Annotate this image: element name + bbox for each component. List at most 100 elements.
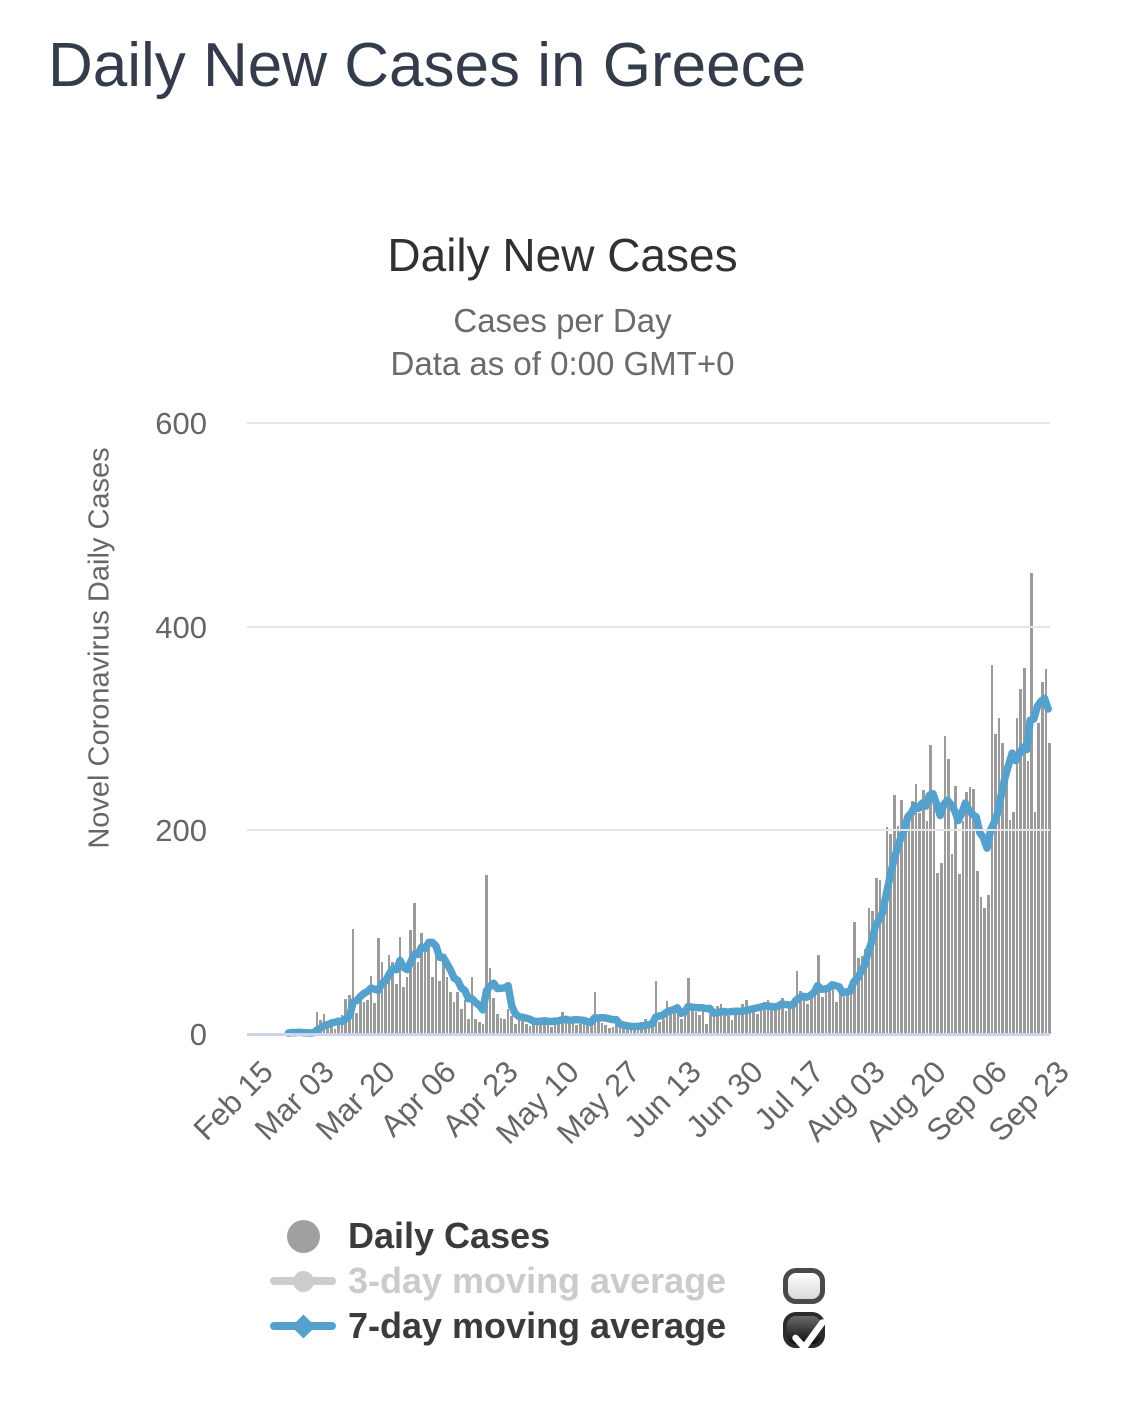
bar [445, 976, 449, 1034]
bar [499, 1017, 503, 1034]
bar [676, 1010, 680, 1034]
x-axis-line [247, 1033, 1050, 1036]
legend-label-3day-average: 3-day moving average [348, 1260, 727, 1301]
bar [1015, 718, 1019, 1034]
bar [485, 875, 488, 1034]
checkbox-7day-average[interactable] [783, 1312, 826, 1351]
bar [893, 794, 896, 1034]
bar [976, 871, 979, 1034]
bar [514, 1023, 517, 1034]
bar [535, 1018, 539, 1034]
bar [423, 946, 427, 1034]
bar [683, 1015, 687, 1034]
bar [488, 967, 492, 1034]
bar [633, 1029, 636, 1034]
legend-item-3day-average[interactable]: 3-day moving average [270, 1259, 726, 1303]
bar [820, 997, 824, 1034]
bar [882, 905, 885, 1034]
bar [391, 961, 394, 1034]
bar [351, 929, 355, 1034]
y-axis-title: Novel Coronavirus Daily Cases [83, 447, 116, 849]
daily-cases-marker-icon [270, 1219, 336, 1253]
bar [434, 955, 438, 1034]
daily-cases-bars [247, 423, 1051, 1034]
bar [1048, 742, 1051, 1034]
bar [441, 961, 445, 1034]
plot-area[interactable] [247, 423, 1052, 1037]
checkbox-3day-average[interactable] [783, 1268, 825, 1304]
bar [1041, 681, 1044, 1034]
y-tick-label: 0 [189, 1017, 207, 1052]
bar [550, 1026, 553, 1034]
checkmark-icon [792, 1319, 826, 1351]
bar [521, 1018, 524, 1034]
bar [705, 1023, 708, 1034]
bar [716, 1005, 719, 1034]
gridline [247, 625, 1050, 628]
bar [568, 1023, 571, 1034]
bar [1001, 742, 1004, 1034]
chart-subtitle: Cases per Day [453, 302, 672, 339]
bar [940, 862, 943, 1034]
bar [770, 1006, 773, 1034]
bar [835, 1002, 838, 1034]
bar [1037, 723, 1041, 1034]
bar [1019, 688, 1023, 1034]
bar [672, 1012, 676, 1034]
bar [394, 984, 398, 1034]
bar [918, 813, 921, 1034]
bar [459, 1008, 463, 1034]
bar [748, 1005, 752, 1034]
bar [579, 1023, 582, 1034]
bar [315, 1011, 319, 1034]
bar [802, 995, 806, 1034]
bar [856, 957, 860, 1034]
bar [456, 992, 459, 1034]
bar [694, 1011, 698, 1034]
page-title: Daily New Cases in Greece [48, 31, 807, 100]
bar [929, 744, 932, 1034]
bar [398, 937, 402, 1034]
bar [972, 788, 976, 1034]
bar [405, 976, 409, 1034]
bar [1030, 572, 1033, 1034]
y-tick-label: 400 [155, 609, 207, 645]
bar [669, 1008, 672, 1034]
ma7-marker-icon [270, 1313, 336, 1339]
bar [615, 1023, 618, 1034]
bar [470, 976, 474, 1034]
bar [358, 1000, 362, 1034]
bar [402, 987, 405, 1034]
ma3-marker-icon [270, 1270, 336, 1292]
bar [503, 1018, 506, 1034]
bar [362, 1002, 366, 1034]
bar [607, 1027, 611, 1034]
bar [333, 1028, 337, 1034]
bar [950, 853, 954, 1034]
bar [994, 733, 997, 1034]
bar [611, 1026, 615, 1034]
bar [871, 910, 875, 1034]
bar [1033, 812, 1037, 1034]
bar [330, 1022, 333, 1034]
bar [777, 1004, 781, 1034]
bar [914, 783, 918, 1034]
bar [745, 1000, 748, 1034]
bar [990, 665, 994, 1034]
bar [709, 1014, 712, 1034]
bar [763, 1002, 766, 1034]
bar [589, 1023, 593, 1034]
legend-item-daily-cases[interactable]: Daily Cases [270, 1214, 726, 1258]
bar [1008, 820, 1012, 1034]
bar [625, 1027, 629, 1034]
bar [539, 1021, 542, 1034]
bar [759, 1007, 763, 1034]
bar [380, 961, 384, 1034]
bar [911, 800, 914, 1034]
bar [409, 930, 413, 1034]
bar [571, 1017, 575, 1034]
bar [658, 1021, 662, 1034]
bar [806, 1004, 810, 1034]
legend-item-7day-average[interactable]: 7-day moving average [270, 1304, 726, 1348]
bar [867, 907, 871, 1034]
